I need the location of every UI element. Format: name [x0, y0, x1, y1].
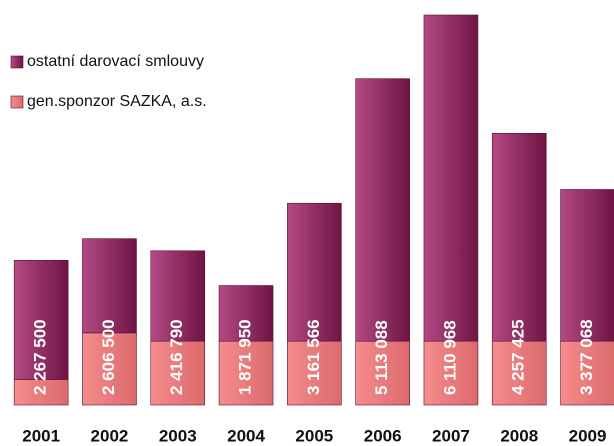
bar-segment	[423, 14, 479, 342]
legend-label: ostatní darovací smlouvy	[27, 53, 204, 70]
bar-segment	[491, 132, 547, 342]
x-tick-label: 2008	[500, 426, 538, 445]
total-label: 6 110 968	[440, 320, 459, 395]
bar-segment	[218, 340, 274, 406]
bar-segment	[423, 340, 479, 406]
bar-segment	[13, 259, 69, 380]
total-label: 5 113 088	[372, 320, 391, 395]
total-label: 4 257 425	[509, 319, 528, 395]
x-tick-label: 2004	[227, 426, 265, 445]
total-label: 2 416 790	[167, 319, 186, 395]
x-tick-label: 2002	[91, 426, 129, 445]
legend-label: gen.sponzor SAZKA, a.s.	[27, 93, 207, 110]
x-tick-label: 2005	[295, 426, 333, 445]
x-tick-label: 2007	[432, 426, 470, 445]
bar-segment	[150, 250, 206, 342]
bar-segment	[13, 379, 69, 406]
total-label: 3 377 068	[577, 319, 596, 395]
bar-segment	[355, 340, 410, 406]
bar-segment	[150, 340, 206, 406]
legend-swatch	[10, 55, 24, 69]
legend-swatch	[10, 95, 24, 109]
bar-segment	[560, 189, 614, 342]
bar-segment	[287, 340, 342, 406]
total-label: 2 606 500	[99, 319, 118, 395]
x-tick-label: 2006	[364, 426, 402, 445]
bar-segment	[287, 202, 342, 342]
x-tick-label: 2003	[159, 426, 197, 445]
bar-segment	[218, 285, 274, 342]
total-label: 2 267 500	[31, 319, 50, 395]
bar-segment	[82, 238, 137, 334]
x-tick-label: 2001	[22, 426, 60, 445]
bar-segment	[491, 340, 547, 406]
total-label: 3 161 566	[304, 319, 323, 395]
bar-segment	[560, 340, 614, 406]
bar-segment	[355, 78, 410, 342]
total-label: 1 871 950	[236, 319, 255, 395]
x-tick-label: 2009	[569, 426, 607, 445]
